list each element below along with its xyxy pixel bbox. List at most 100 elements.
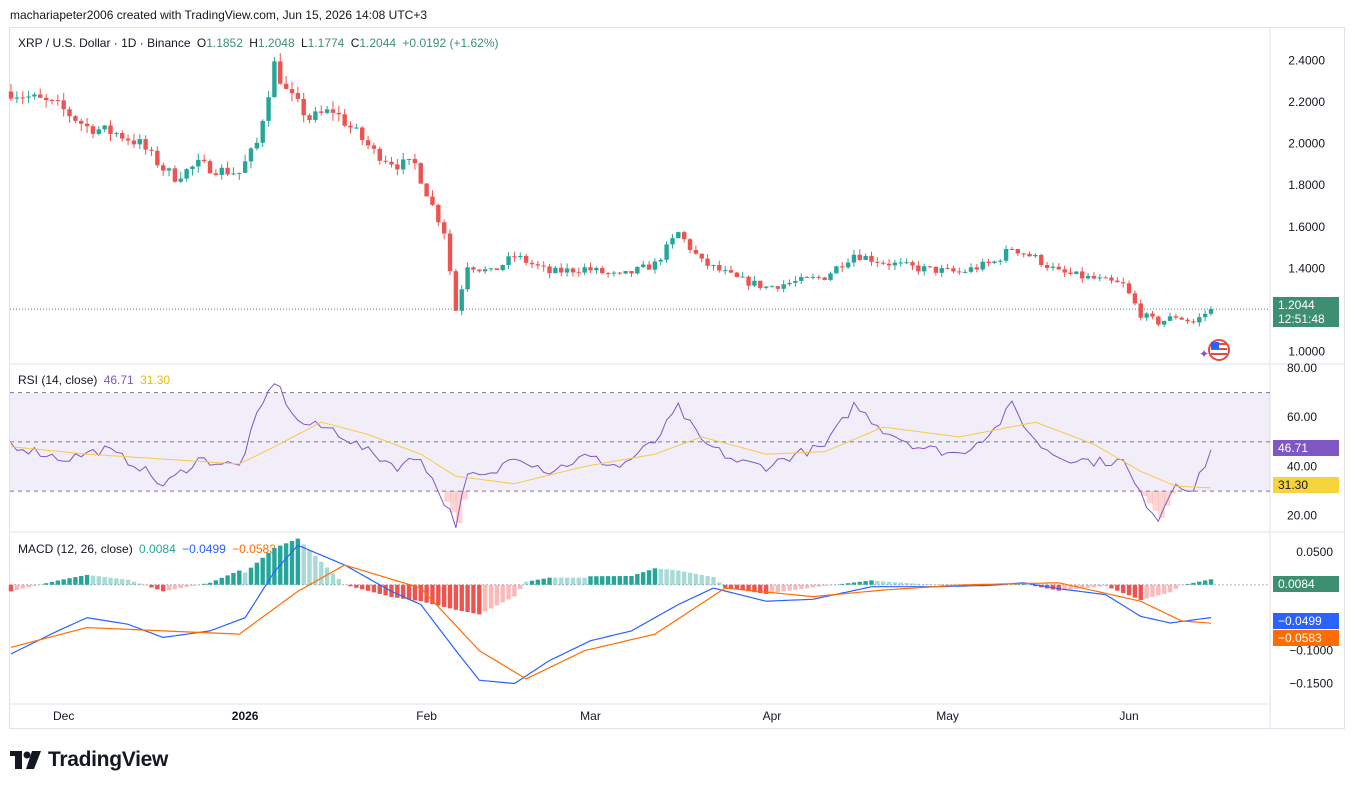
- macd-histogram-bar: [178, 584, 183, 589]
- candle-body: [1074, 271, 1079, 274]
- candle-body: [658, 259, 663, 262]
- macd-histogram-bar: [1068, 584, 1073, 590]
- macd-histogram-bar: [898, 582, 903, 585]
- candle-body: [1132, 293, 1138, 304]
- macd-histogram-bar: [96, 576, 102, 585]
- candle-body: [20, 97, 25, 99]
- candle-body: [711, 265, 716, 267]
- rsi-oversold-fill: [1158, 491, 1165, 519]
- macd-histogram-bar: [652, 568, 658, 585]
- candle-body: [518, 255, 523, 257]
- candle-body: [916, 265, 921, 272]
- candle-body: [131, 140, 137, 145]
- macd-histogram-bar: [600, 576, 605, 585]
- candle-body: [1097, 277, 1102, 279]
- macd-histogram-bar: [73, 577, 78, 585]
- candle-body: [740, 276, 745, 278]
- rsi-oversold-fill: [1140, 491, 1148, 496]
- macd-histogram-bar: [541, 578, 546, 585]
- macd-histogram-bar: [395, 584, 400, 598]
- candle-body: [237, 172, 242, 174]
- macd-histogram-bar: [1144, 584, 1149, 599]
- time-tick-label: Dec: [53, 709, 74, 723]
- candle-body: [828, 273, 833, 280]
- candle-body: [166, 168, 172, 171]
- rsi-badge: 46.71: [1273, 440, 1339, 456]
- macd-histogram-bar: [506, 584, 511, 600]
- candle-body: [471, 267, 476, 270]
- tradingview-logo[interactable]: TradingView: [10, 748, 168, 772]
- candle-body: [611, 272, 617, 274]
- candle-body: [1167, 316, 1173, 321]
- macd-histogram-bar: [763, 584, 769, 594]
- candle-body: [389, 161, 394, 165]
- candle-body: [102, 125, 107, 130]
- macd-histogram-bar: [834, 584, 839, 586]
- candle-body: [301, 98, 306, 116]
- macd-histogram-bar: [722, 584, 728, 588]
- candle-body: [693, 249, 699, 254]
- macd-histogram-bar: [564, 577, 570, 585]
- rsi-line: [10, 383, 1212, 528]
- macd-histogram-bar: [272, 547, 277, 585]
- candle-body: [196, 159, 201, 167]
- macd-histogram-bar: [787, 584, 792, 591]
- candle-body: [728, 270, 734, 273]
- macd-histogram-bar: [717, 582, 722, 585]
- candle-body: [453, 271, 459, 311]
- candle-body: [160, 165, 166, 171]
- macd-histogram-bar: [635, 574, 640, 585]
- candle-body: [348, 125, 353, 128]
- candle-body: [260, 120, 265, 143]
- candle-body: [781, 284, 786, 289]
- macd-histogram-bar: [319, 561, 324, 585]
- candle-body: [32, 94, 37, 97]
- time-tick-label: Jun: [1119, 709, 1138, 723]
- macd-histogram-bar: [1138, 584, 1143, 600]
- candle-body: [676, 232, 681, 239]
- macd-histogram-bar: [863, 581, 868, 585]
- rsi-oversold-fill: [1164, 491, 1171, 506]
- candle-body: [155, 150, 160, 166]
- candle-body: [1062, 269, 1067, 273]
- macd-histogram-bar: [67, 578, 72, 585]
- macd-histogram-bar: [108, 577, 113, 585]
- candle-body: [822, 277, 827, 280]
- macd-histogram-bar: [1161, 584, 1167, 594]
- macd-histogram-bar: [711, 577, 716, 585]
- candle-body: [687, 239, 693, 250]
- candle-body: [1197, 317, 1202, 323]
- candle-body: [219, 167, 224, 175]
- macd-histogram-bar: [20, 584, 25, 589]
- candle-body: [939, 268, 944, 273]
- macd-histogram-bar: [283, 543, 289, 585]
- macd-histogram-bar: [55, 580, 61, 585]
- us-flag-icon[interactable]: ✦: [1199, 339, 1230, 361]
- candle-body: [395, 164, 400, 170]
- macd-histogram-bar: [927, 584, 933, 585]
- rsi-oversold-fill: [455, 491, 463, 524]
- candle-body: [283, 83, 289, 89]
- macd-histogram-bar: [570, 577, 576, 585]
- candle-body: [1085, 275, 1091, 279]
- hist-legend-value: 0.0084: [139, 542, 176, 556]
- candle-body: [763, 286, 769, 288]
- macd-histogram-bar: [90, 575, 96, 585]
- macd-histogram-bar: [330, 573, 336, 585]
- time-tick-label: 2026: [232, 709, 259, 723]
- symbol-label[interactable]: XRP / U.S. Dollar · 1D · Binance: [18, 36, 191, 50]
- candle-body: [225, 167, 230, 175]
- macd-histogram-bar: [1197, 581, 1202, 585]
- candle-body: [231, 173, 236, 175]
- rsi-title[interactable]: RSI (14, close): [18, 373, 98, 387]
- candle-body: [342, 114, 347, 126]
- price-badge: 1.2044 12:51:48: [1273, 297, 1339, 327]
- candle-body: [149, 149, 154, 151]
- price-tick-label: 1.6000: [1288, 220, 1325, 234]
- macd-title[interactable]: MACD (12, 26, close): [18, 542, 133, 556]
- candle-body: [793, 280, 798, 283]
- macd-histogram-bar: [535, 579, 541, 585]
- candle-body: [840, 266, 845, 268]
- candle-body: [845, 262, 851, 268]
